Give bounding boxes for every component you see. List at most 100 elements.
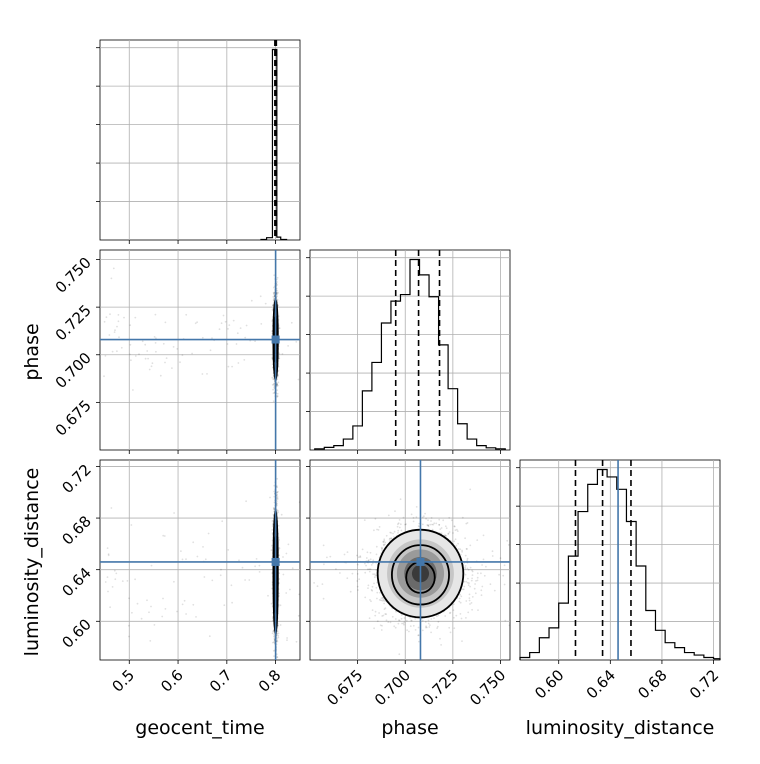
sample-point (508, 544, 510, 546)
sample-point (291, 322, 293, 324)
sample-point (116, 350, 118, 352)
sample-point (276, 478, 278, 480)
density-body (313, 489, 510, 656)
sample-point (114, 578, 116, 580)
panel-frame (100, 460, 300, 660)
sample-point (155, 351, 157, 353)
sample-point (227, 328, 229, 330)
sample-point (162, 535, 164, 537)
sample-point (151, 565, 153, 567)
sample-point (298, 379, 300, 381)
sample-point (210, 349, 212, 351)
sample-point (271, 529, 273, 531)
histogram-panel-geocent-time (96, 40, 300, 244)
sample-point (254, 565, 256, 567)
sample-point (350, 591, 352, 593)
sample-point (242, 567, 244, 569)
sample-point (272, 309, 274, 311)
sample-point (273, 664, 275, 666)
sample-point (149, 640, 151, 642)
sample-point (130, 359, 132, 361)
sample-point (179, 361, 181, 363)
histogram-step-geocent_time (261, 50, 287, 240)
sample-point (154, 624, 156, 626)
sample-point (481, 564, 483, 566)
sample-points (105, 478, 301, 670)
sample-point (129, 324, 131, 326)
sample-point (105, 355, 107, 357)
sample-point (500, 557, 502, 559)
truth-marker (272, 336, 280, 344)
sample-point (109, 334, 111, 336)
sample-point (272, 384, 274, 386)
sample-point (114, 331, 116, 333)
sample-point (196, 321, 198, 323)
sample-point (276, 389, 278, 391)
sample-point (195, 616, 197, 618)
sample-point (467, 578, 469, 580)
sample-point (165, 322, 167, 324)
sample-point (182, 559, 184, 561)
sample-point (283, 574, 285, 576)
sample-point (145, 358, 147, 360)
sample-point (326, 557, 328, 559)
sample-point (108, 553, 110, 555)
sample-point (357, 564, 359, 566)
sample-point (131, 524, 133, 526)
sample-point (227, 549, 229, 551)
sample-point (339, 572, 341, 574)
sample-point (195, 322, 197, 324)
sample-point (271, 545, 273, 547)
sample-point (277, 656, 279, 658)
sample-point (275, 246, 277, 248)
panel-frame (100, 250, 300, 450)
sample-point (220, 569, 222, 571)
sample-point (292, 567, 294, 569)
sample-point (146, 599, 148, 601)
sample-point (128, 636, 130, 638)
sample-point (151, 365, 153, 367)
sample-point (271, 603, 273, 605)
sample-point (461, 618, 463, 620)
sample-point (504, 584, 506, 586)
sample-point (271, 549, 273, 551)
sample-point (191, 353, 193, 355)
sample-point (221, 322, 223, 324)
sample-point (273, 287, 275, 289)
sample-point (171, 367, 173, 369)
sample-point (173, 346, 175, 348)
sample-point (112, 586, 114, 588)
sample-point (329, 556, 331, 558)
sample-point (246, 325, 248, 327)
sample-point (105, 581, 107, 583)
sample-point (130, 344, 132, 346)
sample-point (127, 580, 129, 582)
sample-point (202, 546, 204, 548)
sample-point (180, 550, 182, 552)
sample-point (271, 377, 273, 379)
sample-point (103, 375, 105, 377)
sample-point (228, 366, 230, 368)
sample-point (277, 292, 279, 294)
sample-point (267, 595, 269, 597)
sample-point (285, 592, 287, 594)
sample-point (162, 598, 164, 600)
sample-point (243, 359, 245, 361)
sample-point (148, 611, 150, 613)
sample-point (107, 547, 109, 549)
sample-point (498, 574, 500, 576)
sample-point (248, 579, 250, 581)
sample-point (278, 637, 280, 639)
sample-point (277, 393, 279, 395)
sample-point (155, 342, 157, 344)
sample-point (286, 639, 288, 641)
sample-point (223, 315, 225, 317)
sample-point (272, 632, 274, 634)
sample-point (225, 321, 227, 323)
sample-point (245, 500, 247, 502)
scatter-panel-distance-vs-geocent-time (96, 460, 301, 670)
sample-point (166, 357, 168, 359)
sample-point (129, 354, 131, 356)
sample-point (220, 574, 222, 576)
sample-point (260, 295, 262, 297)
